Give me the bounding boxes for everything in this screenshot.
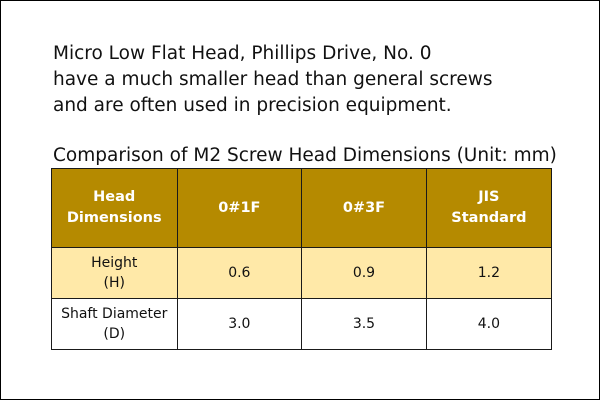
table-cell: 3.5 — [301, 298, 427, 350]
row-label-symbol: (H) — [103, 275, 125, 291]
intro-text: Micro Low Flat Head, Phillips Drive, No.… — [53, 41, 493, 119]
row-label: Height — [91, 255, 138, 271]
intro-line: have a much smaller head than general sc… — [53, 69, 493, 90]
header-cell-0-3f: 0#3F — [301, 168, 427, 248]
header-line: JIS — [478, 189, 500, 205]
row-label-cell: Shaft Diameter (D) — [51, 298, 178, 350]
table-body: Height (H) 0.6 0.9 1.2 Shaft Diameter (D… — [51, 247, 553, 350]
intro-line: and are often used in precision equipmen… — [53, 95, 452, 116]
header-row: Head Dimensions 0#1F 0#3F JIS Standard — [51, 168, 553, 248]
table-cell: 1.2 — [425, 247, 553, 299]
header-line: Dimensions — [66, 210, 162, 226]
table-row-shaft-diameter: Shaft Diameter (D) 3.0 3.5 4.0 — [51, 298, 553, 350]
header-cell-jis-standard: JIS Standard — [425, 168, 553, 248]
header-line: 0#3F — [342, 199, 386, 216]
header-line: 0#1F — [218, 199, 261, 216]
header-line: Standard — [451, 210, 527, 226]
table-row-height: Height (H) 0.6 0.9 1.2 — [51, 247, 553, 299]
header-cell-head-dimensions: Head Dimensions — [51, 168, 178, 248]
table-cell: 3.0 — [176, 298, 303, 350]
table-cell: 0.6 — [176, 247, 303, 299]
row-label-symbol: (D) — [103, 326, 126, 342]
header-cell-0-1f: 0#1F — [176, 168, 303, 248]
table-cell: 4.0 — [425, 298, 553, 350]
table-cell: 0.9 — [301, 247, 427, 299]
table-header: Head Dimensions 0#1F 0#3F JIS Standard — [51, 168, 553, 248]
table-caption: Comparison of M2 Screw Head Dimensions (… — [53, 145, 557, 166]
dimensions-table: Head Dimensions 0#1F 0#3F JIS Standard H… — [51, 168, 553, 350]
row-label: Shaft Diameter — [61, 306, 168, 322]
intro-line: Micro Low Flat Head, Phillips Drive, No.… — [53, 43, 432, 64]
header-line: Head — [93, 189, 136, 205]
row-label-cell: Height (H) — [51, 247, 178, 299]
